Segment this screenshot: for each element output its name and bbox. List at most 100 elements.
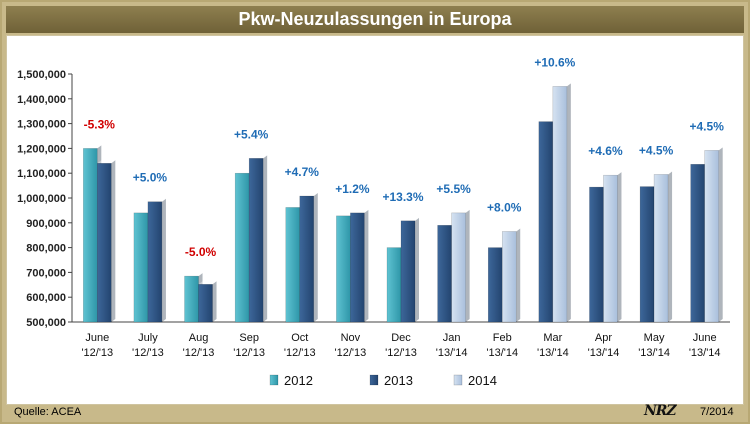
x-tick-label-year: '13/'14 [486,347,518,359]
legend-swatch-2013 [369,374,379,386]
bar-top [350,209,369,213]
x-tick-label-month: June [85,332,109,344]
x-tick-label-year: '13/'14 [689,347,721,359]
legend-swatch-2014 [453,374,463,386]
change-label: +4.7% [285,165,320,179]
bar-2012 [184,275,199,323]
bar-2014 [603,174,618,323]
bar-2014 [653,174,669,323]
change-label: +1.2% [335,182,370,196]
change-label: +10.6% [534,55,575,69]
y-tick-label: 900,000 [26,218,66,230]
bar-top [640,183,659,187]
x-tick-label-month: Sep [239,332,259,344]
bar-2013 [198,284,213,323]
x-tick-label-year: '13/'14 [436,347,468,359]
y-tick-label: 1,300,000 [17,119,66,131]
change-label: +5.5% [436,182,471,196]
change-label: +13.3% [382,190,423,204]
y-tick-label: 1,400,000 [17,94,66,106]
x-tick-label-month: Feb [493,332,512,344]
bar-top [336,212,355,216]
bar-top [552,83,571,87]
bar-side [516,228,521,322]
y-tick-label: 1,000,000 [17,193,66,205]
bar-side [364,209,369,322]
bar-side [111,160,116,322]
bar-side [161,198,166,322]
bar-2014 [501,231,517,323]
x-tick-label-month: Apr [595,332,612,344]
x-tick-label-year: '12/'13 [335,347,367,359]
change-label: +5.4% [234,127,269,141]
legend-label-2014: 2014 [468,373,497,388]
y-tick-label: 500,000 [26,317,66,329]
change-label: +4.6% [588,144,623,158]
x-tick-label-year: '12/'13 [183,347,215,359]
x-tick-label-month: June [693,332,717,344]
x-tick-label-month: May [644,332,665,344]
bar-2012 [386,247,402,323]
x-tick-label-month: Mar [543,332,562,344]
bar-top [603,172,622,176]
bar-2012 [133,212,149,323]
x-tick-label-year: '12/'13 [233,347,265,359]
bar-2013 [248,158,264,323]
bar-top [654,171,673,175]
bar-top [401,217,419,221]
bar-top [285,204,304,208]
bar-2013 [538,121,554,323]
bar-2013 [147,201,163,323]
bar-top [451,209,470,213]
bar-2014 [552,86,568,323]
x-tick-label-year: '12/'13 [132,347,164,359]
chart-title: Pkw-Neuzulassungen in Europa [6,6,744,33]
bar-side [718,147,723,322]
x-tick-label-year: '13/'14 [638,347,670,359]
bar-2013 [299,195,315,323]
bar-top [589,184,608,188]
source-note: Quelle: ACEA [14,406,82,418]
x-tick-label-month: Nov [341,332,361,344]
bar-side [617,172,622,322]
y-tick-label: 800,000 [26,243,66,255]
bar-side [415,217,419,322]
x-tick-label-year: '12/'13 [385,347,417,359]
bar-2013 [589,186,604,323]
bar-top [437,222,456,226]
legend-swatch-2012 [269,374,279,386]
bar-top [690,161,709,165]
x-tick-label-month: July [138,332,158,344]
change-label: +8.0% [487,200,522,214]
bar-top [198,281,217,285]
x-tick-label-month: Jan [443,332,461,344]
bar-top [97,160,116,164]
bar-top [184,273,203,277]
bar-2012 [234,172,250,323]
change-label: +5.0% [133,171,168,185]
bar-2013 [487,247,503,323]
y-tick-label: 1,100,000 [17,168,66,180]
bar-top [387,244,405,248]
y-tick-label: 700,000 [26,267,66,279]
bar-2013 [639,186,655,323]
date-label: 7/2014 [700,406,734,418]
change-label: -5.3% [84,117,116,131]
bar-2013 [97,163,112,323]
bar-top [83,145,102,149]
change-label: +4.5% [639,143,674,157]
bar-side [313,193,318,322]
x-tick-label-month: Aug [189,332,209,344]
bar-2014 [451,212,466,323]
y-tick-label: 1,200,000 [17,143,66,155]
bar-2013 [690,164,705,323]
bar-2012 [83,148,98,323]
bar-side [465,209,470,322]
bar-top [133,209,152,213]
x-tick-label-year: '12/'13 [81,347,113,359]
bar-2014 [704,150,719,323]
y-tick-label: 600,000 [26,292,66,304]
bar-side [212,281,217,322]
